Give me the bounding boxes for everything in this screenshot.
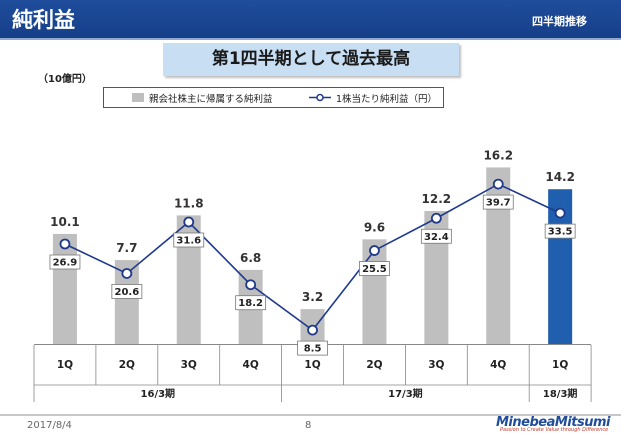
x-tick-label: 1Q	[552, 359, 568, 371]
group-label: 16/3期	[141, 387, 176, 400]
bar	[362, 239, 387, 344]
header-bar: 純利益 四半期推移	[0, 0, 621, 38]
eps-value-label: 39.7	[486, 198, 511, 209]
eps-point	[183, 216, 195, 228]
banner-text: 第1四半期として過去最高	[211, 49, 411, 69]
page-title: 純利益	[12, 8, 75, 32]
eps-point	[554, 207, 566, 219]
eps-label-box	[235, 295, 267, 311]
eps-value-label: 31.6	[176, 236, 201, 247]
eps-point	[492, 178, 504, 190]
eps-value-label: 33.5	[548, 227, 573, 238]
page-number: 8	[305, 420, 312, 431]
company-logo: MinebeaMitsumi Passion to Create Value t…	[496, 415, 610, 433]
bar-value-label: 7.7	[116, 241, 137, 255]
legend-item-bars: 親会社株主に帰属する純利益	[132, 88, 273, 107]
x-tick-label: 4Q	[490, 359, 506, 371]
bar	[52, 233, 77, 344]
eps-point	[121, 268, 133, 279]
eps-point	[430, 212, 442, 224]
group-label: 18/3期	[543, 387, 578, 400]
logo-wordmark: MinebeaMitsumi	[496, 415, 610, 430]
bar-value-label: 6.8	[240, 251, 261, 265]
logo-tagline: Passion to Create Value through Differen…	[500, 427, 609, 433]
x-tick-label: 1Q	[57, 359, 73, 371]
legend-line-swatch	[309, 93, 331, 102]
legend-line-label: 1株当たり純利益（円）	[336, 93, 438, 105]
eps-label-box	[359, 261, 390, 276]
group-label: 17/3期	[388, 387, 423, 400]
x-tick-label: 1Q	[304, 359, 320, 371]
bar-value-label: 11.8	[174, 196, 204, 210]
x-tick-label: 3Q	[181, 359, 197, 371]
eps-value-label: 18.2	[238, 298, 263, 309]
eps-label-box	[544, 223, 576, 239]
chart-legend: 親会社株主に帰属する純利益 1株当たり純利益（円）	[103, 87, 444, 108]
bar-value-label: 14.2	[545, 170, 575, 184]
eps-label-box	[297, 340, 328, 356]
bar-value-label: 12.2	[422, 192, 452, 206]
x-tick-label: 4Q	[243, 359, 259, 371]
eps-value-label: 20.6	[115, 287, 140, 298]
page-subtitle: 四半期推移	[532, 15, 587, 28]
bar-value-label: 10.1	[50, 215, 80, 229]
eps-value-label: 25.5	[362, 264, 387, 275]
eps-label-box	[173, 232, 205, 248]
footer-date: 2017/8/4	[27, 420, 72, 431]
eps-value-label: 26.9	[53, 258, 78, 269]
footer-rule	[0, 414, 621, 416]
x-tick-label: 3Q	[428, 359, 444, 371]
eps-point	[245, 279, 257, 291]
x-tick-label: 2Q	[366, 359, 382, 371]
legend-item-line: 1株当たり純利益（円）	[309, 88, 437, 107]
eps-point	[307, 324, 318, 336]
eps-label-box	[482, 194, 514, 210]
x-tick-label: 2Q	[119, 359, 135, 371]
bar	[486, 167, 511, 344]
eps-label-box	[49, 254, 81, 270]
eps-point	[369, 245, 380, 256]
eps-label-box	[111, 284, 143, 299]
eps-point	[59, 238, 71, 250]
highlight-banner: 第1四半期として過去最高	[163, 43, 459, 76]
eps-value-label: 8.5	[304, 344, 322, 355]
eps-value-label: 32.4	[424, 232, 449, 243]
bar-value-label: 9.6	[364, 220, 385, 234]
header-rule	[0, 38, 621, 40]
bar-value-label: 16.2	[483, 148, 513, 162]
unit-label: （10億円）	[38, 74, 92, 85]
legend-bars-label: 親会社株主に帰属する純利益	[149, 93, 273, 105]
eps-label-box	[420, 228, 452, 244]
bar-value-label: 3.2	[302, 290, 323, 304]
legend-bar-swatch	[132, 93, 144, 102]
